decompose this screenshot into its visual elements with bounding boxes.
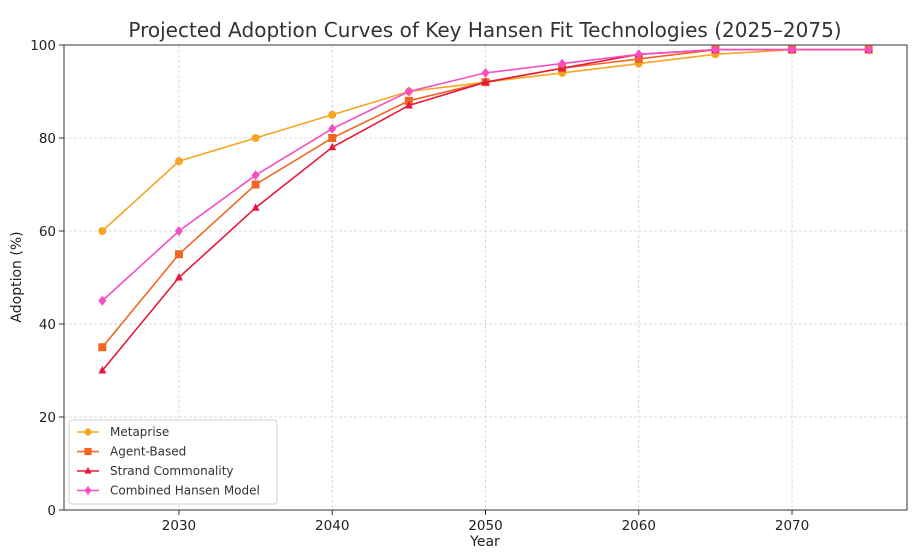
data-point <box>788 44 797 55</box>
x-tick-label: 2030 <box>162 518 196 534</box>
data-point <box>711 44 720 55</box>
data-point <box>558 58 567 69</box>
chart-title: Projected Adoption Curves of Key Hansen … <box>128 18 841 42</box>
data-point <box>98 227 107 235</box>
x-tick-label: 2050 <box>468 518 502 534</box>
data-point <box>328 142 337 151</box>
data-point <box>174 226 183 236</box>
y-tick-label: 20 <box>39 410 56 426</box>
data-point <box>481 77 490 86</box>
legend-label: Combined Hansen Model <box>110 484 260 498</box>
data-point <box>328 134 337 142</box>
data-point <box>251 134 260 142</box>
legend-label: Agent-Based <box>110 445 186 459</box>
legend-marker <box>84 447 92 456</box>
data-point <box>328 123 337 134</box>
data-point <box>404 96 413 105</box>
data-point <box>634 49 643 60</box>
y-tick-label: 100 <box>30 38 56 54</box>
data-point <box>98 366 107 374</box>
legend-item: Strand Commonality <box>77 464 234 478</box>
data-point <box>174 157 183 166</box>
data-point <box>404 86 413 97</box>
legend: Metaprise Agent-Based Strand Commonality Co… <box>68 419 278 505</box>
y-tick-label: 80 <box>39 131 56 147</box>
series-combined-hansen-model <box>98 44 873 306</box>
x-axis-label: Year <box>469 534 500 550</box>
series-group <box>98 44 873 374</box>
legend-marker <box>84 428 92 436</box>
data-point <box>174 273 183 281</box>
legend-item: Metaprise <box>77 425 169 439</box>
y-tick-label: 40 <box>39 317 56 333</box>
data-point <box>251 180 260 189</box>
data-point <box>98 295 107 306</box>
legend-item: Agent-Based <box>77 445 186 459</box>
data-point <box>328 110 337 119</box>
legend-item: Combined Hansen Model <box>77 484 260 498</box>
legend-marker <box>84 485 92 496</box>
data-point <box>251 170 260 181</box>
y-tick-label: 0 <box>47 503 56 519</box>
data-point <box>404 100 413 109</box>
y-axis-label: Adoption (%) <box>9 231 25 322</box>
legend-box <box>68 419 278 505</box>
data-point <box>251 203 260 211</box>
x-tick-label: 2060 <box>622 518 656 534</box>
y-tick-label: 60 <box>39 224 56 240</box>
x-tick-label: 2070 <box>775 518 809 534</box>
data-point <box>481 67 490 78</box>
data-point <box>98 343 107 352</box>
data-point <box>864 44 873 55</box>
legend-marker <box>84 466 92 474</box>
x-tick-label: 2040 <box>315 518 349 534</box>
legend-label: Strand Commonality <box>110 464 234 478</box>
legend-label: Metaprise <box>110 425 169 439</box>
data-point <box>174 250 183 259</box>
